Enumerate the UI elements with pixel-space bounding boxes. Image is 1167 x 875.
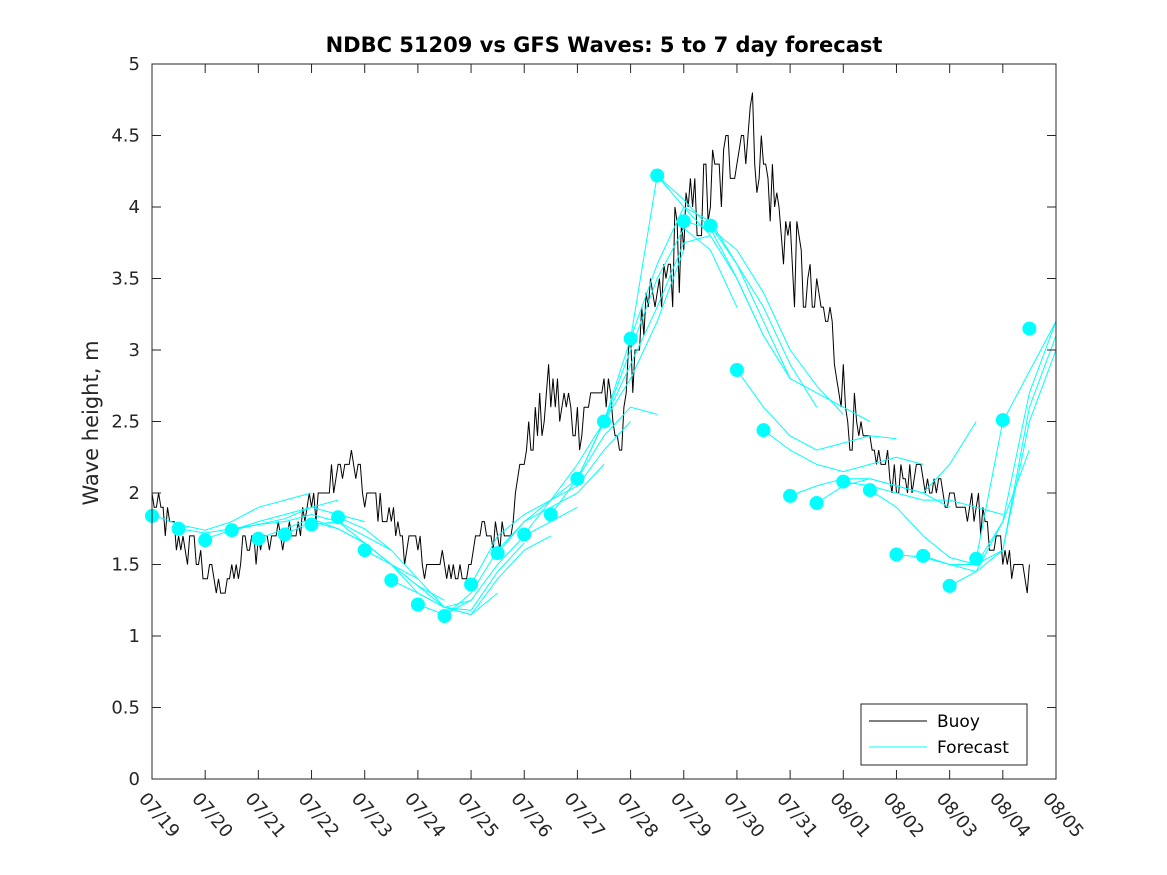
forecast-marker <box>916 548 931 563</box>
buoy-series <box>151 92 1030 594</box>
forecast-marker <box>1022 321 1037 336</box>
forecast-marker <box>490 546 505 561</box>
legend-box <box>860 703 1028 766</box>
forecast-marker <box>543 507 558 522</box>
legend: Buoy Forecast <box>860 703 1028 766</box>
y-tick-label: 4 <box>129 197 140 218</box>
forecast-line <box>949 321 1057 587</box>
y-tick-label: 3.5 <box>111 269 140 290</box>
forecast-marker <box>437 609 452 623</box>
forecast-marker <box>703 218 718 233</box>
forecast-marker <box>171 521 186 536</box>
forecast-marker <box>969 551 984 566</box>
chart-title: NDBC 51209 vs GFS Waves: 5 to 7 day fore… <box>326 33 883 57</box>
forecast-line <box>975 321 1057 559</box>
y-tick-label: 4.5 <box>111 126 140 147</box>
forecast-line <box>391 535 552 616</box>
forecast-line <box>763 429 924 473</box>
forecast-marker <box>836 474 851 489</box>
y-tick-label: 0 <box>129 769 140 790</box>
y-tick-label: 5 <box>129 54 140 75</box>
forecast-line <box>231 513 392 551</box>
forecast-marker <box>464 577 479 592</box>
forecast-marker <box>756 423 771 438</box>
forecast-marker <box>650 168 665 183</box>
forecast-marker <box>809 496 824 510</box>
forecast-marker <box>277 527 292 542</box>
forecast-marker <box>384 573 399 588</box>
forecast-marker <box>942 578 957 593</box>
forecast-line <box>709 225 871 422</box>
y-tick-label: 1.5 <box>111 555 140 576</box>
y-tick-label: 2.5 <box>111 412 140 433</box>
forecast-marker <box>251 531 266 546</box>
y-axis-label: Wave height, m <box>79 340 103 505</box>
forecast-marker <box>623 331 638 346</box>
buoy-line <box>151 92 1030 594</box>
forecast-marker <box>729 363 744 377</box>
y-tick-label: 1 <box>129 626 140 647</box>
forecast-line <box>736 369 897 451</box>
forecast-marker <box>517 527 532 542</box>
forecast-marker <box>995 413 1010 428</box>
forecast-marker <box>224 523 239 538</box>
forecast-marker <box>198 533 213 548</box>
y-tick-label: 0.5 <box>111 698 140 719</box>
y-tick-label: 2 <box>129 483 140 504</box>
forecast-marker <box>676 214 691 229</box>
forecast-marker <box>410 597 425 612</box>
forecast-marker <box>331 510 346 525</box>
forecast-markers <box>145 168 1037 623</box>
forecast-marker <box>862 483 877 498</box>
forecast-marker <box>570 471 585 486</box>
forecast-marker <box>889 547 904 562</box>
forecast-marker <box>357 543 372 558</box>
forecast-marker <box>304 517 319 532</box>
legend-forecast-label: Forecast <box>937 738 1009 758</box>
y-tick-label: 3 <box>129 340 140 361</box>
y-axis: 0 0.5 1 1.5 2 2.5 3 3.5 4 4.5 5 <box>111 54 1056 790</box>
forecast-marker <box>597 414 611 429</box>
forecast-marker <box>783 488 798 503</box>
legend-buoy-label: Buoy <box>937 712 980 732</box>
plot-area <box>145 63 1057 780</box>
forecast-line <box>922 349 1057 573</box>
